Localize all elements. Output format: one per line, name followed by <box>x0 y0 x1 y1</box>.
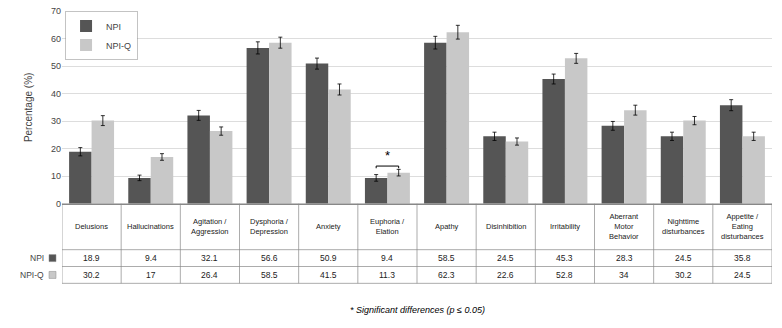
svg-text:* Significant differences (p ≤: * Significant differences (p ≤ 0.05) <box>350 305 485 315</box>
svg-text:Appetite /Eatingdisturbances: Appetite /Eatingdisturbances <box>721 212 764 241</box>
svg-text:Nighttimedisturbances: Nighttimedisturbances <box>662 217 705 236</box>
svg-text:10: 10 <box>51 171 61 181</box>
svg-text:Apathy: Apathy <box>435 222 459 231</box>
svg-text:20: 20 <box>51 144 61 154</box>
svg-text:26.4: 26.4 <box>201 270 218 280</box>
svg-text:0: 0 <box>56 199 61 209</box>
svg-text:41.5: 41.5 <box>320 270 337 280</box>
svg-text:24.5: 24.5 <box>734 270 751 280</box>
svg-text:Delusions: Delusions <box>75 222 108 231</box>
svg-text:58.5: 58.5 <box>438 253 455 263</box>
svg-text:9.4: 9.4 <box>381 253 393 263</box>
svg-text:Hallucinations: Hallucinations <box>127 222 174 231</box>
svg-text:NPI-Q: NPI-Q <box>106 41 131 51</box>
svg-text:Agitation /Aggression: Agitation /Aggression <box>191 217 229 236</box>
svg-text:9.4: 9.4 <box>145 253 157 263</box>
svg-text:28.3: 28.3 <box>616 253 633 263</box>
svg-text:Euphoria /Elation: Euphoria /Elation <box>370 217 405 236</box>
svg-text:35.8: 35.8 <box>734 253 751 263</box>
svg-text:Dysphoria /Depression: Dysphoria /Depression <box>250 217 289 236</box>
svg-text:18.9: 18.9 <box>83 253 100 263</box>
svg-text:70: 70 <box>51 6 61 16</box>
svg-text:58.5: 58.5 <box>261 270 278 280</box>
svg-text:NPI-Q: NPI-Q <box>20 270 44 280</box>
svg-text:50.9: 50.9 <box>320 253 337 263</box>
svg-text:34: 34 <box>619 270 629 280</box>
svg-text:24.5: 24.5 <box>675 253 692 263</box>
svg-text:60: 60 <box>51 34 61 44</box>
svg-text:Disinhibition: Disinhibition <box>486 222 526 231</box>
svg-text:30: 30 <box>51 116 61 126</box>
svg-text:24.5: 24.5 <box>497 253 514 263</box>
svg-text:50: 50 <box>51 61 61 71</box>
svg-text:AberrantMotorBehavior: AberrantMotorBehavior <box>609 212 639 241</box>
svg-text:30.2: 30.2 <box>675 270 692 280</box>
svg-text:*: * <box>385 148 390 163</box>
svg-text:11.3: 11.3 <box>379 270 395 280</box>
svg-text:Percentage (%): Percentage (%) <box>23 73 34 142</box>
svg-text:NPI: NPI <box>106 22 121 32</box>
svg-text:17: 17 <box>146 270 156 280</box>
svg-text:56.6: 56.6 <box>261 253 278 263</box>
svg-text:NPI: NPI <box>30 253 44 263</box>
svg-text:Anxiety: Anxiety <box>316 222 341 231</box>
svg-text:40: 40 <box>51 89 61 99</box>
svg-text:30.2: 30.2 <box>83 270 100 280</box>
svg-text:22.6: 22.6 <box>497 270 514 280</box>
svg-text:52.8: 52.8 <box>556 270 573 280</box>
svg-text:32.1: 32.1 <box>201 253 218 263</box>
svg-text:45.3: 45.3 <box>556 253 573 263</box>
svg-text:Irritability: Irritability <box>550 222 580 231</box>
svg-text:62.3: 62.3 <box>438 270 455 280</box>
